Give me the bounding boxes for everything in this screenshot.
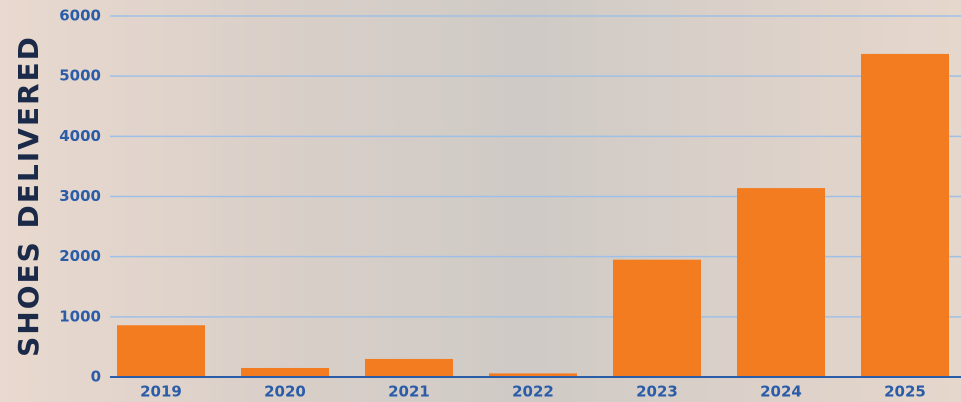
bar (365, 359, 453, 377)
y-tick-label: 2000 (59, 247, 101, 265)
bar (613, 260, 701, 377)
x-tick-label: 2025 (884, 383, 926, 401)
bar (861, 54, 949, 377)
bar (737, 188, 825, 377)
x-tick-label: 2020 (264, 383, 306, 401)
x-tick-label: 2019 (140, 383, 182, 401)
y-tick-label: 3000 (59, 187, 101, 205)
y-tick-label: 5000 (59, 67, 101, 85)
chart: SHOES DELIVERED 0 1000 2000 3000 4000 5000 600… (0, 0, 961, 402)
y-tick-label: 1000 (59, 307, 101, 325)
y-tick-label: 4000 (59, 127, 101, 145)
x-tick-label: 2022 (512, 383, 554, 401)
x-tick-label: 2024 (760, 383, 802, 401)
x-tick-label: 2021 (388, 383, 430, 401)
page: {"chart_data": {"type": "bar", "y_label"… (0, 0, 961, 402)
x-tick-label: 2023 (636, 383, 678, 401)
y-axis-title: SHOES DELIVERED (12, 35, 45, 357)
bar (241, 368, 329, 377)
bar (117, 325, 205, 377)
y-tick-label: 6000 (59, 7, 101, 25)
y-tick-label: 0 (91, 368, 101, 386)
